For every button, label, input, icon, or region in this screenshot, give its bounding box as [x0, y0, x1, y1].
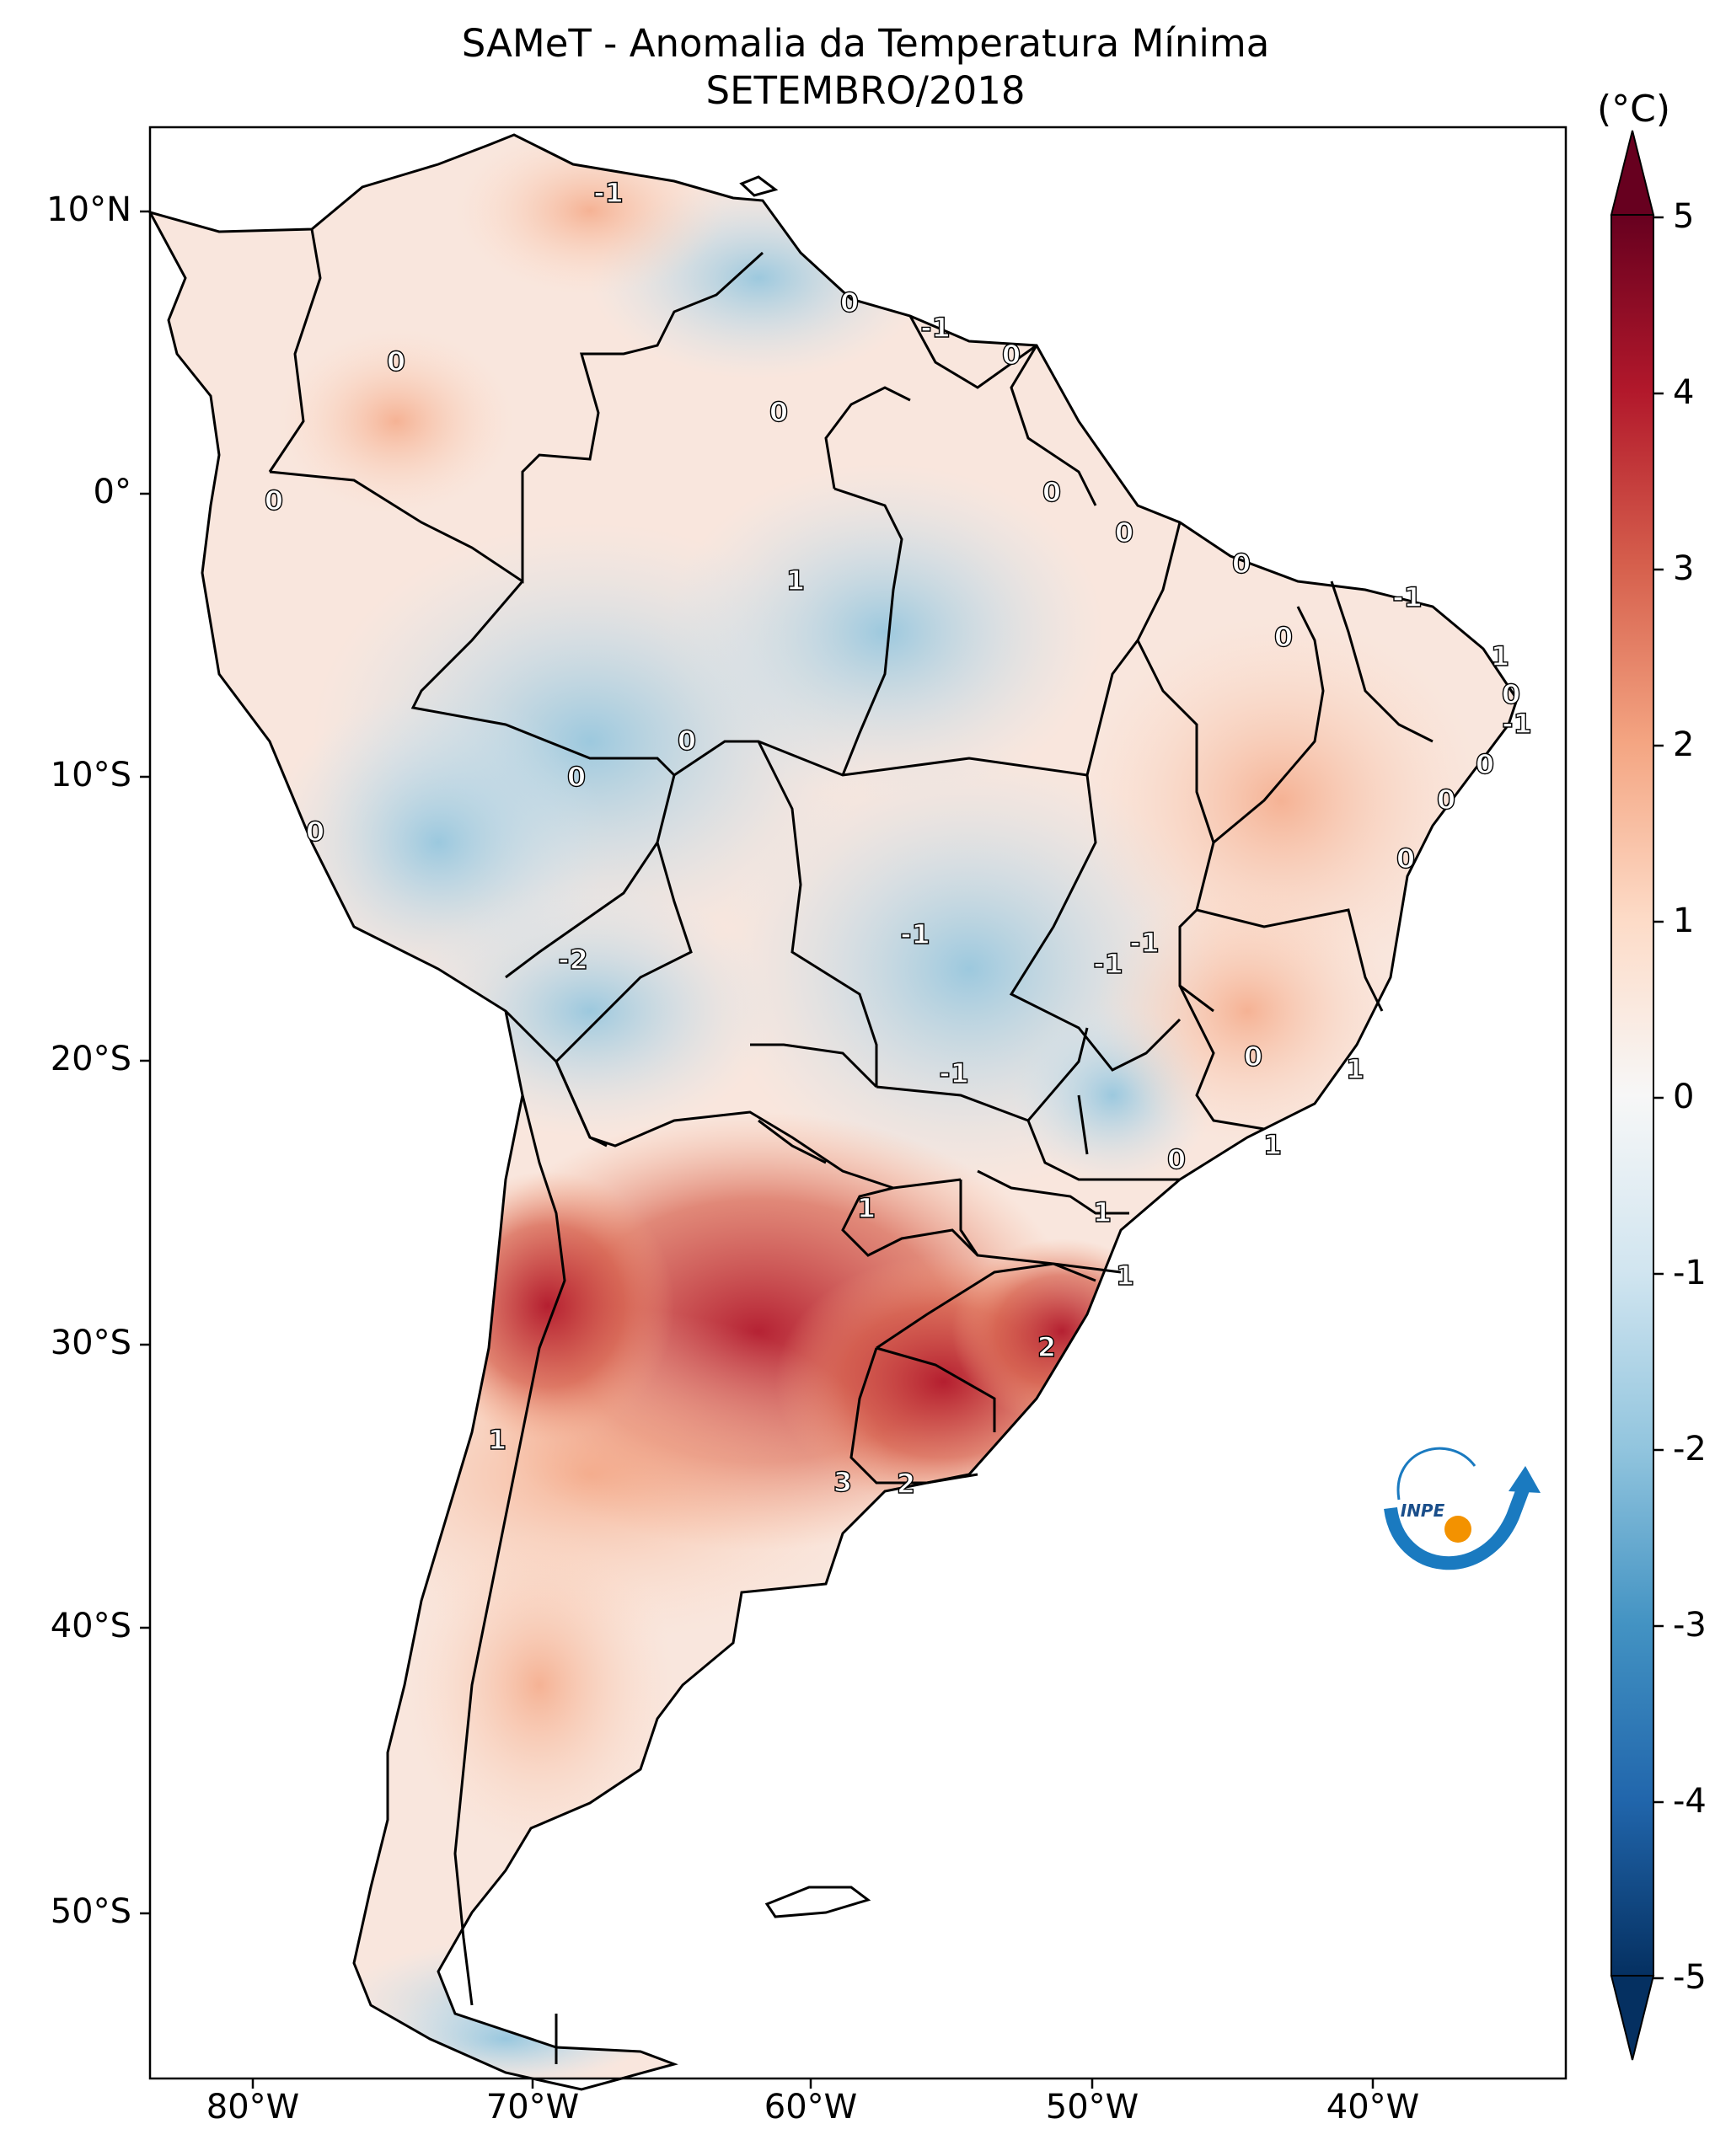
contour-label: -1 — [1093, 948, 1123, 980]
contour-label: 0 — [678, 725, 696, 757]
contour-label: 0 — [1476, 748, 1494, 780]
contour-label: 1 — [1093, 1196, 1112, 1228]
contour-label: -1 — [1129, 927, 1160, 959]
contour-label: 1 — [1263, 1129, 1282, 1161]
contour-label: 2 — [1037, 1331, 1056, 1363]
colorbar-tick-label: -1 — [1673, 1254, 1707, 1292]
axis-ticks — [140, 210, 1375, 2089]
contour-label: 1 — [786, 564, 805, 597]
contour-label: 1 — [1346, 1053, 1364, 1085]
contour-label: 0 — [1396, 843, 1415, 875]
contour-label: 0 — [1167, 1143, 1186, 1175]
contour-label: 1 — [1491, 640, 1509, 672]
colorbar-tick-label: 0 — [1673, 1078, 1695, 1116]
contour-label: 0 — [567, 761, 586, 793]
contour-label: 0 — [1274, 621, 1293, 653]
contour-labels: -1 0 -1 0 0 0 0 0 1 0 0 -1 0 1 0 -1 0 0 … — [264, 176, 1532, 1500]
colorbar — [1610, 130, 1664, 2061]
contour-label: -1 — [900, 918, 930, 950]
y-label-40s: 40°S — [50, 1607, 131, 1645]
contour-label: 0 — [1232, 548, 1251, 580]
contour-label: 0 — [840, 286, 859, 318]
colorbar-tick-label: 1 — [1673, 901, 1695, 940]
borders — [268, 228, 1434, 2064]
inpe-logo: INPE — [1384, 1447, 1541, 1570]
trinidad — [739, 175, 779, 197]
contour-label: 2 — [897, 1468, 915, 1500]
y-label-10s: 10°S — [50, 756, 131, 794]
colorbar-tick-label: 2 — [1673, 725, 1695, 764]
x-label-60w: 60°W — [764, 2088, 858, 2127]
contour-label: 0 — [1502, 678, 1520, 710]
colorbar-gradient — [1611, 215, 1653, 1976]
colorbar-tick-label: -5 — [1673, 1958, 1707, 1997]
contour-label: 3 — [833, 1466, 852, 1498]
y-label-10n: 10°N — [46, 190, 131, 229]
colorbar-tick-label: -4 — [1673, 1782, 1707, 1821]
colorbar-tick-label: -2 — [1673, 1430, 1707, 1469]
contour-label: 0 — [306, 816, 324, 848]
colorbar-tick-label: 3 — [1673, 549, 1695, 588]
contour-label: 0 — [769, 396, 788, 428]
contour-label: -1 — [939, 1057, 969, 1089]
contour-label: 0 — [265, 484, 283, 516]
contour-label: -1 — [920, 312, 951, 344]
y-label-20s: 20°S — [50, 1040, 131, 1078]
contour-label: 1 — [857, 1192, 876, 1224]
contour-label: -2 — [558, 944, 588, 976]
x-label-50w: 50°W — [1045, 2088, 1139, 2127]
x-label-40w: 40°W — [1326, 2088, 1420, 2127]
contour-label: 1 — [1116, 1260, 1134, 1292]
contour-label: 0 — [1244, 1041, 1262, 1073]
map-title: SAMeT - Anomalia da Temperatura Mínima — [461, 21, 1270, 66]
contour-label: -1 — [593, 177, 624, 209]
contour-label: 0 — [387, 345, 405, 377]
contour-label: 0 — [1115, 516, 1133, 548]
x-label-80w: 80°W — [206, 2088, 300, 2127]
contour-label: 0 — [1042, 476, 1061, 508]
contour-label: -1 — [1502, 708, 1532, 740]
colorbar-unit: (°C) — [1597, 88, 1671, 131]
logo-text: INPE — [1401, 1501, 1445, 1521]
colorbar-bottom-extend — [1610, 1975, 1655, 2061]
contour-label: -1 — [1392, 581, 1423, 613]
contour-label: 0 — [1437, 784, 1455, 816]
colorbar-tick-label: -3 — [1673, 1606, 1707, 1645]
map-frame — [148, 126, 1568, 2080]
colorbar-top-extend — [1610, 130, 1655, 216]
y-label-30s: 30°S — [50, 1324, 131, 1362]
colorbar-tick-label: 4 — [1673, 373, 1695, 412]
contour-label: 1 — [488, 1424, 506, 1456]
y-label-0: 0° — [93, 473, 131, 511]
colorbar-tick-label: 5 — [1673, 197, 1695, 236]
y-label-50s: 50°S — [50, 1892, 131, 1931]
x-label-70w: 70°W — [485, 2088, 580, 2127]
contour-label: 0 — [1002, 339, 1021, 371]
falkland-islands — [764, 1886, 871, 1918]
map-subtitle: SETEMBRO/2018 — [705, 68, 1026, 113]
